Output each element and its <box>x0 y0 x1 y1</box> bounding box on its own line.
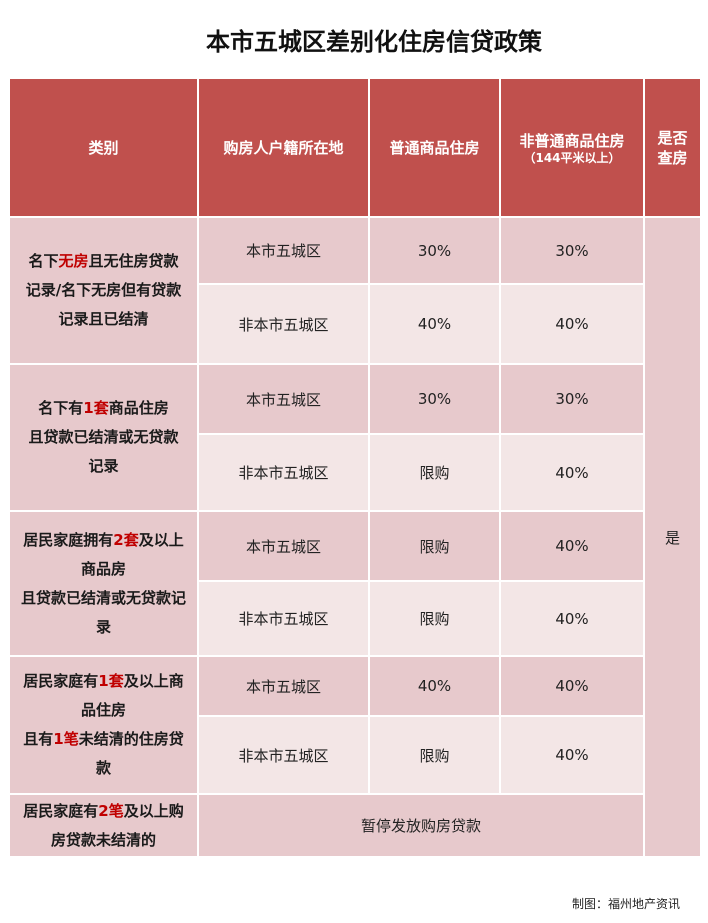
non-ordinary-rate-cell: 40% <box>499 283 645 365</box>
category-text: 商品住房 <box>108 399 169 417</box>
category-text: 款 <box>95 759 111 777</box>
category-highlight: 无房 <box>58 252 89 270</box>
category-line: 品住房 <box>10 696 197 725</box>
residence-cell: 非本市五城区 <box>197 715 370 795</box>
ordinary-rate-cell: 40% <box>368 655 501 717</box>
category-highlight: 1套 <box>83 399 109 417</box>
category-text: 居民家庭拥有 <box>23 530 114 549</box>
category-highlight: 2笔 <box>98 801 124 820</box>
category-text: 且贷款已结清或无贷款 <box>28 428 179 446</box>
category-line: 且有1笔未结清的住房贷 <box>10 725 197 754</box>
category-cell: 名下无房且无住房贷款记录/名下无房但有贷款 记录且已结清 <box>8 216 199 365</box>
residence-cell: 非本市五城区 <box>197 433 370 512</box>
non-ordinary-rate-cell: 40% <box>499 580 645 657</box>
table-row: 居民家庭有2笔及以上购 房贷款未结清的 暂停发放购房贷款 <box>8 793 701 858</box>
category-line: 录 <box>10 613 197 642</box>
policy-table: 类别 购房人户籍所在地 普通商品住房 非普通商品住房 （144平米以上） 是否查房… <box>8 77 702 858</box>
ordinary-rate-cell: 限购 <box>368 715 501 795</box>
non-ordinary-rate-cell: 40% <box>499 655 645 717</box>
category-line: 名下有1套商品住房 <box>10 394 197 423</box>
residence-cell: 本市五城区 <box>197 655 370 717</box>
header-non-ordinary-note: （144平米以上） <box>523 150 621 165</box>
residence-cell: 非本市五城区 <box>197 283 370 365</box>
residence-cell: 本市五城区 <box>197 216 370 285</box>
non-ordinary-rate-cell: 40% <box>499 715 645 795</box>
ordinary-rate-cell: 限购 <box>368 580 501 657</box>
category-text: 及以上 <box>138 530 184 549</box>
header-check: 是否查房 <box>643 77 702 218</box>
category-text: 商品房 <box>80 559 126 578</box>
table-row: 居民家庭有1套及以上商 品住房 且有1笔未结清的住房贷款本市五城区 40% 40% <box>8 655 701 795</box>
category-line: 且贷款已结清或无贷款记 <box>10 584 197 613</box>
header-category: 类别 <box>8 77 199 218</box>
category-cell: 名下有1套商品住房且贷款已结清或无贷款 记录 <box>8 363 199 512</box>
check-cell: 是 <box>643 216 702 858</box>
residence-cell: 非本市五城区 <box>197 580 370 657</box>
category-line: 款 <box>10 754 197 783</box>
header-row: 类别 购房人户籍所在地 普通商品住房 非普通商品住房 （144平米以上） 是否查房 <box>8 77 702 218</box>
page-title: 本市五城区差别化住房信贷政策 <box>206 28 542 56</box>
category-line: 居民家庭拥有2套及以上 <box>10 526 197 555</box>
residence-cell: 本市五城区 <box>197 363 370 435</box>
category-text: 记录/名下无房但有贷款 <box>25 281 182 299</box>
category-line: 记录/名下无房但有贷款 <box>10 276 197 305</box>
category-line: 居民家庭有1套及以上商 <box>10 667 197 696</box>
category-cell: 居民家庭有1套及以上商品住房且有1笔未结清的住房贷款 <box>8 655 199 795</box>
category-line: 房贷款未结清的 <box>10 826 197 855</box>
category-text: 及以上商 <box>123 672 184 690</box>
ordinary-rate-cell: 限购 <box>368 510 501 582</box>
non-ordinary-rate-cell: 30% <box>499 216 645 285</box>
table-row: 非本市五城区 限购 40% <box>9 433 701 512</box>
category-line: 居民家庭有2笔及以上购 <box>10 797 197 826</box>
credit-footer: 制图：福州地产资讯 <box>571 897 680 911</box>
category-text: 且有 <box>23 730 54 748</box>
category-line: 且贷款已结清或无贷款 <box>10 423 197 452</box>
category-cell: 居民家庭拥有2套及以上 商品房 且贷款已结清或无贷款记录 <box>8 510 199 657</box>
ordinary-rate-cell: 40% <box>368 283 501 365</box>
header-ordinary: 普通商品住房 <box>368 77 501 218</box>
ordinary-rate-cell: 30% <box>368 363 501 435</box>
category-highlight: 1套 <box>98 672 124 690</box>
non-ordinary-rate-cell: 30% <box>499 363 645 435</box>
table-row: 名下有1套商品住房 且贷款已结清或无贷款 记录 本市五城区 30% 30% <box>8 363 701 512</box>
table-row: 非本市五城区 限购 40% <box>9 580 701 657</box>
category-highlight: 1笔 <box>53 730 79 748</box>
category-text: 居民家庭有 <box>23 801 99 820</box>
header-residence: 购房人户籍所在地 <box>197 77 370 218</box>
table-row: 居民家庭拥有2套及以上 商品房 且贷款已结清或无贷款记录本市五城区 限购 40% <box>8 510 701 657</box>
category-line: 名下无房且无住房贷款 <box>10 247 197 276</box>
category-text: 及以上购 <box>123 801 184 820</box>
non-ordinary-rate-cell: 40% <box>499 433 645 512</box>
category-line: 记录且已结清 <box>10 305 197 334</box>
category-cell: 居民家庭有2笔及以上购房贷款未结清的 <box>8 793 199 858</box>
non-ordinary-rate-cell: 40% <box>499 510 645 582</box>
table-row: 非本市五城区 限购 40% <box>9 715 701 795</box>
residence-cell: 本市五城区 <box>197 510 370 582</box>
category-text: 且贷款已结清或无贷款记 <box>20 588 186 607</box>
ordinary-rate-cell: 限购 <box>368 433 501 512</box>
category-text: 居民家庭有 <box>23 672 99 690</box>
category-text: 且无住房贷款 <box>88 252 179 270</box>
category-text: 记录 <box>88 457 119 475</box>
header-non-ordinary-label: 非普通商品住房 <box>519 131 625 150</box>
category-highlight: 2套 <box>113 530 139 549</box>
table-row: 非本市五城区 40% 40% <box>9 283 701 365</box>
ordinary-rate-cell: 30% <box>368 216 501 285</box>
category-text: 房贷款未结清的 <box>50 830 156 849</box>
category-text: 名下有 <box>38 399 84 417</box>
table-row: 名下无房且无住房贷款 记录/名下无房但有贷款 记录且已结清 本市五城区 30% 30% 是 <box>8 216 702 858</box>
category-text: 记录且已结清 <box>58 310 149 328</box>
category-text: 名下 <box>28 252 59 270</box>
category-text: 录 <box>95 617 111 636</box>
category-text: 未结清的住房贷 <box>78 730 184 748</box>
category-line: 商品房 <box>10 555 197 584</box>
header-non-ordinary: 非普通商品住房 （144平米以上） <box>499 77 645 218</box>
suspended-note-cell: 暂停发放购房贷款 <box>197 793 645 858</box>
category-line: 记录 <box>10 452 197 481</box>
category-text: 品住房 <box>80 701 126 719</box>
